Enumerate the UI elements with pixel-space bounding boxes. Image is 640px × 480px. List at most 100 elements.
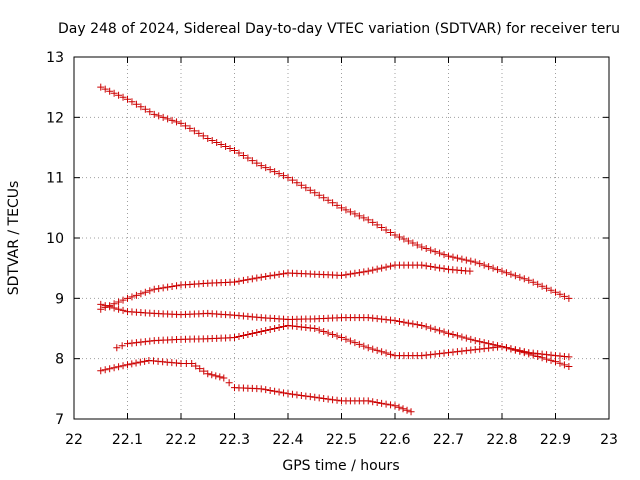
axis-ticks: 22 22.1 22.2 22.3 22.4 22.5 22.6 22.7 22.8 22.9 23… [46,50,618,448]
data-point-interp [275,323,283,331]
data-point-interp [137,338,145,346]
data-point-interp [320,394,328,402]
data-point-interp [342,206,350,214]
data-point [418,321,426,329]
data-point-interp [225,379,233,387]
data-point-interp [115,298,123,306]
data-point-interp [467,257,475,265]
x-tick-label: 23 [600,432,618,448]
plot-frame [73,56,610,420]
data-point-interp [288,176,296,184]
data-point [364,216,372,224]
data-point-interp [168,116,176,124]
data-point-interp [511,272,519,280]
data-point-interp [297,391,305,399]
data-point-interp [346,208,354,216]
data-point-interp [502,269,510,277]
data-point [97,367,105,375]
data-point-interp [440,349,448,357]
data-point-interp [387,316,395,324]
data-point-interp [101,302,109,310]
data-point-interp [115,91,123,99]
data-point-interp [489,264,497,272]
data-point-interp [110,364,118,372]
data-point [150,285,158,293]
data-point-interp [369,314,377,322]
data-point-interp [449,253,457,261]
data-point-interp [436,327,444,335]
data-point-interp [164,115,172,123]
data-point-interp [119,362,127,370]
data-point-interp [324,395,332,403]
data-point-interp [132,359,140,367]
data-point-interp [404,319,412,327]
data-point [418,261,426,269]
y-tick-label: 13 [46,50,64,66]
data-point-interp [173,282,181,290]
x-tick-label: 22.5 [326,432,357,448]
data-point-interp [382,226,390,234]
data-point-interp [222,142,230,150]
data-point-interp [324,196,332,204]
data-point-interp [403,406,411,414]
data-point-interp [248,157,256,165]
data-point-interp [141,288,149,296]
data-point [231,147,238,155]
data-point-interp [155,112,163,120]
data-point-interp [400,318,408,326]
data-point [471,258,479,266]
data-point-interp [378,348,386,356]
data-point [231,334,238,342]
data-point [124,361,131,369]
data-point [257,328,265,336]
data-point-interp [431,325,439,333]
data-point-interp [378,315,386,323]
data-point-interp [115,305,123,313]
data-point-interp [115,363,123,371]
data-point-interp [480,345,488,353]
data-point-interp [458,347,466,355]
data-point-interp [235,149,243,157]
data-point [525,276,533,284]
data-point-interp [373,399,381,407]
data-point-interp [369,218,377,226]
data-point-interp [106,365,114,373]
data-point [552,288,559,296]
data-point [552,358,559,366]
data-point-interp [297,323,305,331]
data-point-interp [200,367,208,375]
data-point-interp [155,285,163,293]
data-point-interp [288,322,296,330]
data-point-interp [128,339,136,347]
data-point-interp [235,277,243,285]
data-point-interp [378,223,386,231]
data-point-interp [342,335,350,343]
data-point-interp [146,337,154,345]
data-point [338,271,345,279]
x-tick-label: 22 [65,432,83,448]
data-point-interp [436,249,444,257]
data-point-interp [399,405,407,413]
data-point [220,374,228,382]
data-point-interp [494,343,502,351]
data-point-interp [346,337,354,345]
data-point-interp [320,194,328,202]
data-point-interp [360,268,368,276]
data-point-interp [208,371,216,379]
data-point-interp [395,233,403,241]
data-point-interp [382,400,390,408]
data-point-interp [141,357,149,365]
data-point-interp [373,221,381,229]
data-point-interp [329,396,337,404]
x-tick-label: 22.9 [540,432,571,448]
data-point-interp [458,333,466,341]
data-point-interp [355,269,363,277]
data-point [150,110,158,118]
y-tick-label: 12 [46,110,64,126]
data-point-interp [141,105,149,113]
data-point-interp [101,366,109,374]
y-tick-label: 7 [55,412,64,428]
data-point-interp [534,350,542,358]
data-point [311,189,319,197]
data-point-interp [329,199,337,207]
